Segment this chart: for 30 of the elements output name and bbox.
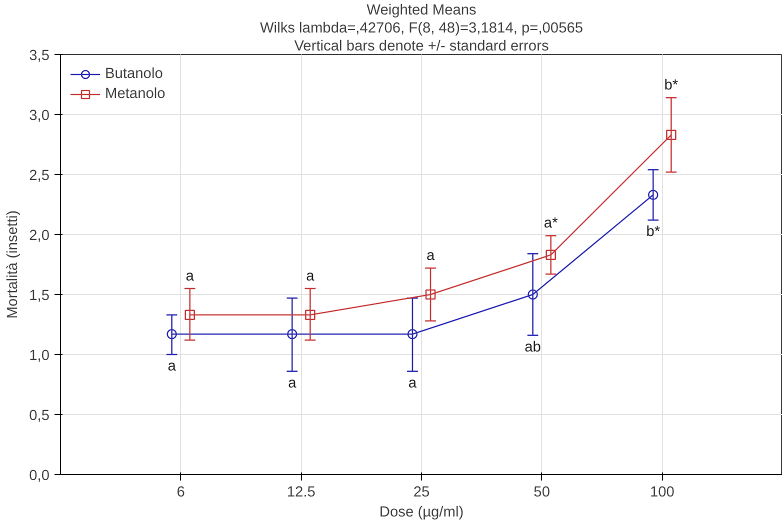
legend-label: Metanolo xyxy=(105,86,166,102)
x-tick-label: 50 xyxy=(534,484,550,500)
annotation: b* xyxy=(646,224,660,240)
y-tick-label: 3,5 xyxy=(29,48,50,64)
x-tick-label: 25 xyxy=(413,484,430,500)
annotation: a xyxy=(168,358,177,374)
annotation: ab xyxy=(524,339,541,356)
annotation: a xyxy=(186,268,195,284)
x-tick-label: 12.5 xyxy=(286,484,316,500)
y-tick-label: 1,0 xyxy=(29,348,50,364)
chart-title: Weighted Means xyxy=(366,2,476,18)
x-axis-title: Dose (µg/ml) xyxy=(379,504,464,520)
annotation: a xyxy=(306,268,316,284)
y-tick-label: 0,5 xyxy=(29,408,50,424)
annotation: a xyxy=(408,375,418,392)
annotation: a xyxy=(288,375,298,392)
y-tick-label: 3,0 xyxy=(29,108,50,124)
annotation: a xyxy=(426,248,436,264)
y-tick-label: 2,0 xyxy=(29,228,50,244)
y-tick-label: 0,0 xyxy=(29,468,50,484)
y-tick-label: 1,5 xyxy=(29,288,50,304)
annotation: b* xyxy=(664,78,678,94)
y-axis-title: Mortalità (insetti) xyxy=(5,210,22,319)
chart-subtitle: Wilks lambda=,42706, F(8, 48)=3,1814, p=,00565 xyxy=(260,20,584,36)
annotation: Vertical bars denote +/- standard errors xyxy=(294,38,549,54)
annotation: a* xyxy=(544,216,558,232)
x-tick-label: 6 xyxy=(176,484,185,500)
y-tick-label: 2,5 xyxy=(29,168,50,184)
legend-label: Butanolo xyxy=(105,66,163,82)
x-tick-label: 100 xyxy=(650,484,674,500)
